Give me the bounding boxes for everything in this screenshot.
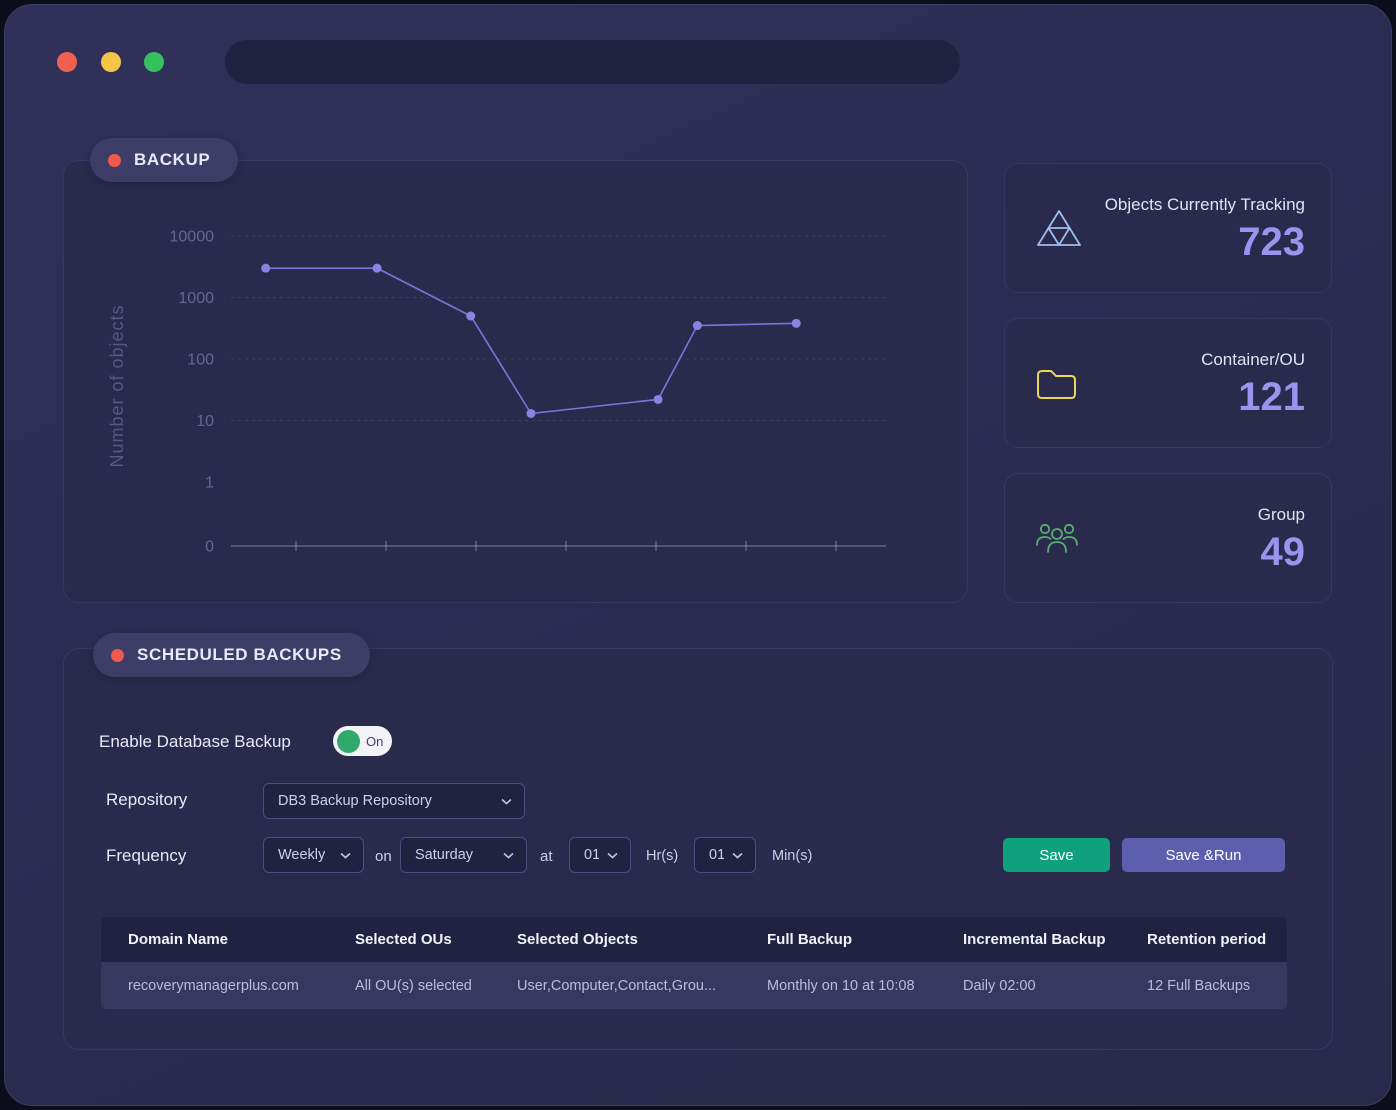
table-header-selected-objects: Selected Objects xyxy=(517,931,638,948)
backup-chart-card: 10000 1000 100 10 1 0 Number of objects xyxy=(63,160,968,603)
day-select-value: Saturday xyxy=(415,847,474,863)
prism-icon xyxy=(1037,210,1081,246)
window-minimize-button[interactable] xyxy=(101,52,121,72)
svg-text:100: 100 xyxy=(187,352,214,369)
minute-select[interactable]: 01 xyxy=(694,837,756,873)
backup-section-badge: BACKUP xyxy=(90,138,239,182)
cell-selected-objects: User,Computer,Contact,Grou... xyxy=(517,977,717,994)
enable-database-backup-label: Enable Database Backup xyxy=(99,732,291,751)
database-backup-toggle[interactable]: On xyxy=(333,726,392,756)
stat-value: 723 xyxy=(1238,219,1305,264)
hours-unit-label: Hr(s) xyxy=(646,848,679,864)
stat-value: 49 xyxy=(1260,529,1306,574)
hour-select-value: 01 xyxy=(584,847,599,863)
chevron-down-icon xyxy=(340,852,351,859)
frequency-label: Frequency xyxy=(106,846,187,865)
at-label: at xyxy=(540,848,553,865)
table-header-selected-ous: Selected OUs xyxy=(355,931,452,948)
repository-select-value: DB3 Backup Repository xyxy=(278,793,432,809)
save-button[interactable]: Save xyxy=(1003,838,1110,872)
red-dot-icon xyxy=(108,153,121,167)
stat-title: Group xyxy=(1257,504,1305,524)
stat-card-group: Group 49 xyxy=(1004,473,1332,603)
minutes-unit-label: Min(s) xyxy=(772,848,813,864)
window-maximize-button[interactable] xyxy=(144,52,164,72)
toggle-state-label: On xyxy=(366,733,384,749)
cell-retention: 12 Full Backups xyxy=(1147,977,1251,994)
repository-label: Repository xyxy=(106,790,188,809)
stat-title: Objects Currently Tracking xyxy=(1104,194,1305,214)
svg-text:10000: 10000 xyxy=(170,229,215,246)
scheduled-backups-table: Domain Name Selected OUs Selected Object… xyxy=(101,917,1287,1009)
hour-select[interactable]: 01 xyxy=(569,837,631,873)
backup-section-label: BACKUP xyxy=(134,150,211,169)
save-and-run-button[interactable]: Save &Run xyxy=(1122,838,1285,872)
chevron-down-icon xyxy=(503,852,514,859)
folder-icon xyxy=(1037,370,1076,399)
window-close-button[interactable] xyxy=(57,52,77,72)
stat-title: Container/OU xyxy=(1201,349,1305,369)
repository-select[interactable]: DB3 Backup Repository xyxy=(263,783,525,819)
cell-domain-name: recoverymanagerplus.com xyxy=(128,977,299,994)
on-label: on xyxy=(375,848,392,865)
svg-text:0: 0 xyxy=(205,539,214,556)
cell-selected-ous: All OU(s) selected xyxy=(355,977,472,994)
scheduled-backups-section-label: SCHEDULED BACKUPS xyxy=(137,645,342,664)
red-dot-icon xyxy=(111,648,124,662)
day-select[interactable]: Saturday xyxy=(400,837,527,873)
table-header-incremental: Incremental Backup xyxy=(963,931,1106,948)
scheduled-backups-card: Enable Database Backup On Repository DB3… xyxy=(63,648,1333,1050)
table-row[interactable]: recoverymanagerplus.com All OU(s) select… xyxy=(101,962,1287,1009)
svg-text:1000: 1000 xyxy=(178,290,214,307)
table-header-domain-name: Domain Name xyxy=(128,931,229,948)
cell-incremental: Daily 02:00 xyxy=(963,977,1036,994)
stat-value: 121 xyxy=(1238,374,1305,419)
frequency-select[interactable]: Weekly xyxy=(263,837,364,873)
scheduled-backups-section-badge: SCHEDULED BACKUPS xyxy=(93,633,370,677)
table-header-full-backup: Full Backup xyxy=(767,931,853,948)
table-header-retention: Retention period xyxy=(1147,931,1267,948)
table-header-row: Domain Name Selected OUs Selected Object… xyxy=(101,917,1287,962)
toggle-knob-icon xyxy=(337,729,360,753)
group-icon xyxy=(1036,523,1078,553)
cell-full-backup: Monthly on 10 at 10:08 xyxy=(767,977,915,994)
frequency-select-value: Weekly xyxy=(278,847,326,863)
stat-card-container-ou: Container/OU 121 xyxy=(1004,318,1332,448)
svg-text:Number of objects: Number of objects xyxy=(107,304,127,467)
svg-text:10: 10 xyxy=(196,413,214,430)
stat-card-objects-tracking: Objects Currently Tracking 723 xyxy=(1004,163,1332,293)
address-bar[interactable] xyxy=(225,40,960,84)
minute-select-value: 01 xyxy=(709,847,724,863)
chevron-down-icon xyxy=(732,852,743,859)
chevron-down-icon xyxy=(501,798,512,805)
svg-text:1: 1 xyxy=(205,475,214,492)
chevron-down-icon xyxy=(607,852,618,859)
